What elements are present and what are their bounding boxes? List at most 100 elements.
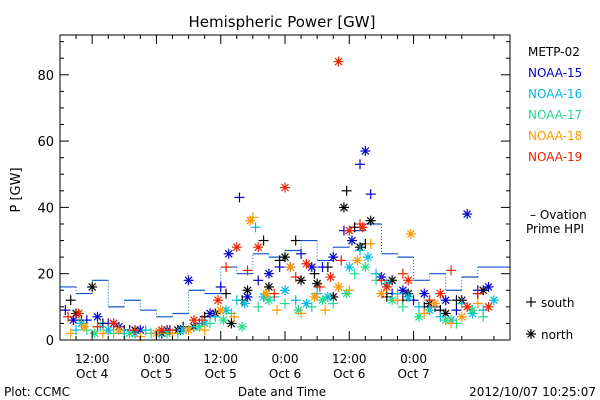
north-point-noaa-18 — [456, 311, 467, 322]
north-point-noaa-15 — [183, 275, 194, 286]
north-point-noaa-15 — [205, 308, 215, 319]
star-d2 — [415, 312, 423, 321]
north-point-noaa-17 — [124, 328, 135, 339]
star-d2 — [388, 276, 397, 285]
star-d2 — [318, 296, 327, 305]
north-point-noaa-18 — [113, 325, 124, 336]
y-tick-label: 40 — [37, 201, 54, 216]
star-d2 — [441, 296, 450, 305]
south-point-noaa-18 — [446, 318, 457, 329]
north-point-noaa-16 — [103, 325, 114, 336]
y-tick-label: 0 — [46, 334, 54, 349]
ovation-label-line2: Prime HPI — [526, 222, 584, 236]
star-d2 — [115, 326, 123, 334]
star-d2 — [345, 226, 354, 235]
star-d2 — [420, 289, 429, 298]
north-point-noaa-15 — [263, 268, 274, 279]
star-d2 — [184, 276, 193, 285]
north-point-metp-02 — [87, 281, 98, 292]
star-d2 — [184, 326, 193, 334]
north-point-noaa-15 — [328, 252, 339, 263]
north-point-noaa-19 — [156, 325, 167, 336]
south-point-noaa-17 — [349, 268, 360, 279]
marker-legend-symbol-south — [526, 297, 536, 307]
x-axis-label: Date and Time — [238, 385, 326, 399]
star-d2 — [490, 296, 498, 305]
north-point-noaa-19 — [73, 308, 84, 319]
south-point-metp-02 — [341, 185, 352, 196]
x-tick-label-time: 0:00 — [143, 352, 170, 366]
legend-entry: NOAA-19 — [528, 150, 582, 164]
star-d2 — [216, 306, 225, 315]
north-point-noaa-16 — [322, 291, 333, 302]
star-d2 — [334, 283, 343, 291]
south-point-noaa-19 — [63, 311, 74, 322]
star-d2 — [200, 319, 209, 328]
south-point-noaa-17 — [280, 298, 290, 309]
south-point-noaa-15 — [60, 305, 71, 316]
north-point-noaa-16 — [344, 262, 355, 273]
north-point-noaa-18 — [376, 288, 387, 299]
star-d2 — [265, 269, 273, 278]
north-point-noaa-19 — [462, 301, 473, 312]
north-point-noaa-19 — [325, 272, 336, 283]
star-d2 — [377, 289, 386, 298]
south-point-metp-02 — [258, 235, 269, 246]
x-tick-label-date: Oct 6 — [269, 367, 301, 381]
star-d2 — [358, 223, 367, 232]
south-point-noaa-18 — [271, 305, 282, 316]
north-point-noaa-19 — [108, 318, 119, 329]
star-d2 — [88, 283, 97, 291]
star-d2 — [157, 326, 166, 334]
north-point-noaa-19 — [253, 242, 264, 253]
south-point-noaa-16 — [140, 325, 151, 336]
south-point-noaa-17 — [397, 301, 408, 312]
north-point-noaa-19 — [188, 315, 199, 326]
north-point-noaa-15 — [397, 285, 408, 296]
south-point-noaa-16 — [456, 298, 467, 309]
north-point-noaa-18 — [245, 215, 256, 226]
south-point-noaa-15 — [355, 159, 365, 170]
y-tick-label: 60 — [37, 135, 54, 150]
north-point-noaa-18 — [352, 255, 363, 266]
south-point-noaa-18 — [296, 308, 307, 319]
star-d2 — [329, 253, 338, 262]
north-point-noaa-18 — [405, 228, 416, 239]
north-point-metp-02 — [296, 275, 307, 286]
north-point-metp-02 — [440, 308, 451, 319]
star-d2 — [254, 243, 263, 252]
star-d2 — [441, 309, 450, 318]
north-point-noaa-17 — [440, 315, 451, 326]
y-tick-label: 20 — [37, 268, 54, 283]
star-d2 — [398, 286, 407, 295]
north-point-noaa-17 — [467, 305, 478, 316]
north-point-noaa-18 — [309, 291, 320, 302]
x-tick-label-date: Oct 5 — [205, 367, 237, 381]
y-axis-label: P [GW] — [9, 167, 24, 212]
star-d2 — [294, 306, 303, 315]
north-point-metp-02 — [226, 318, 237, 329]
north-point-metp-02 — [387, 275, 398, 286]
legend: METP-02 NOAA-15 NOAA-16 NOAA-17 NOAA-18 NOAA-… — [528, 45, 582, 164]
plot-source: Plot: CCMC — [4, 385, 70, 399]
south-point-noaa-18 — [365, 238, 376, 249]
north-point-noaa-19 — [344, 225, 355, 236]
north-point-noaa-16 — [301, 298, 312, 309]
star-d2 — [125, 329, 134, 338]
star-d2 — [431, 299, 439, 308]
ovation-label-line1: – Ovation — [530, 208, 587, 222]
marker-legend-label: south — [541, 296, 575, 310]
star-d2 — [334, 57, 343, 66]
north-point-noaa-15 — [92, 311, 103, 322]
star-d2 — [484, 283, 493, 291]
star-d2 — [348, 236, 356, 245]
marker-legend-label: north — [541, 328, 573, 342]
south-point-noaa-18 — [472, 298, 483, 309]
north-point-noaa-17 — [237, 321, 248, 332]
star-d2 — [224, 249, 233, 258]
star-d2 — [302, 259, 311, 268]
north-point-noaa-15 — [483, 281, 494, 292]
star-d2 — [104, 326, 113, 334]
star-d2 — [313, 279, 322, 288]
